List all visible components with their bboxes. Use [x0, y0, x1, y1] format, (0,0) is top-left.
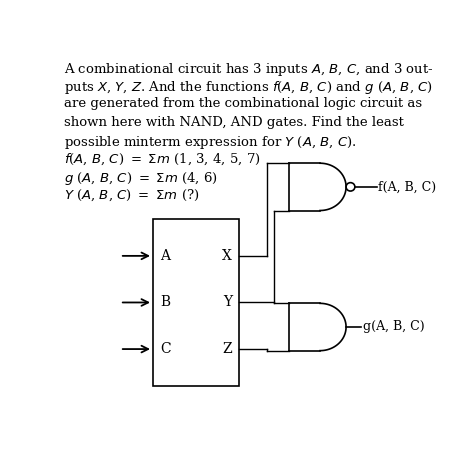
Text: A combinational circuit has 3 inputs $\mathit{A}$, $\mathit{B}$, $\mathit{C}$, a: A combinational circuit has 3 inputs $\m… [64, 61, 433, 78]
Text: X: X [222, 249, 232, 263]
Text: A: A [160, 249, 170, 263]
Text: g(A, B, C): g(A, B, C) [363, 320, 424, 334]
Text: shown here with NAND, AND gates. Find the least: shown here with NAND, AND gates. Find th… [64, 116, 403, 129]
Text: $\mathit{Y}$ ($\mathit{A}$, $\mathit{B}$, $\mathit{C}$) $=$ $\Sigma$$\mathit{m}$: $\mathit{Y}$ ($\mathit{A}$, $\mathit{B}$… [64, 187, 199, 202]
Text: B: B [160, 295, 170, 309]
Text: puts $\mathit{X}$, $\mathit{Y}$, $\mathit{Z}$. And the functions $\mathit{f}$($\: puts $\mathit{X}$, $\mathit{Y}$, $\mathi… [64, 79, 432, 96]
Text: Z: Z [222, 342, 232, 356]
Text: $\mathit{f}$($\mathit{A}$, $\mathit{B}$, $\mathit{C}$) $=$ $\Sigma$$\mathit{m}$ : $\mathit{f}$($\mathit{A}$, $\mathit{B}$,… [64, 152, 260, 167]
Text: Y: Y [223, 295, 232, 309]
Text: C: C [160, 342, 171, 356]
Text: are generated from the combinational logic circuit as: are generated from the combinational log… [64, 97, 422, 111]
Text: $\mathit{g}$ ($\mathit{A}$, $\mathit{B}$, $\mathit{C}$) $=$ $\Sigma$$\mathit{m}$: $\mathit{g}$ ($\mathit{A}$, $\mathit{B}$… [64, 170, 218, 187]
Text: possible minterm expression for $\mathit{Y}$ ($\mathit{A}$, $\mathit{B}$, $\math: possible minterm expression for $\mathit… [64, 134, 356, 151]
Text: f(A, B, C): f(A, B, C) [378, 180, 436, 193]
Bar [153, 219, 239, 386]
